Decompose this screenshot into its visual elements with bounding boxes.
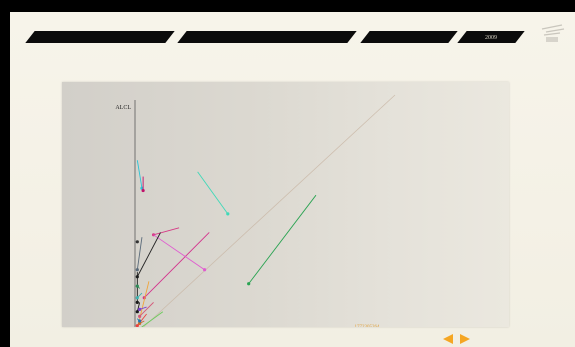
series-9-trail — [136, 237, 143, 270]
series-0-point — [247, 282, 251, 286]
series-13-trail — [141, 311, 164, 327]
chart-annotation: 1772305264 — [355, 325, 381, 327]
series-11-point — [138, 314, 142, 318]
series-19-point — [138, 307, 142, 311]
series-8-point — [135, 240, 139, 244]
tab-bar: 2009 — [10, 31, 575, 45]
series-17-point — [135, 300, 139, 304]
triangle-right-icon — [460, 334, 470, 344]
series-1-trail — [197, 171, 229, 215]
series-6-point — [203, 268, 207, 272]
series-3-point — [141, 188, 145, 193]
series-2-trail — [136, 160, 143, 189]
series-6-trail — [153, 234, 205, 271]
series-12-point — [135, 324, 139, 327]
series-11-trail — [139, 302, 154, 317]
triangle-left-icon — [443, 334, 453, 344]
logo-icon — [541, 24, 565, 42]
year-label: 2009 — [485, 35, 497, 41]
tab-1[interactable] — [25, 31, 175, 43]
chart-panel: ALCLPC1772305264 — [62, 82, 509, 327]
tab-2[interactable] — [177, 31, 357, 43]
app-frame: 2009 ALCLPC1772305264 — [10, 12, 575, 347]
series-16-trail — [136, 302, 141, 312]
series-20-point — [135, 284, 139, 288]
series-21-point — [138, 321, 142, 325]
tab-3[interactable] — [360, 31, 458, 43]
series-4-trail — [153, 227, 180, 236]
y-axis-label: ALCL — [115, 105, 131, 111]
scatter-chart: ALCLPC1772305264 — [115, 94, 396, 327]
series-9-point — [135, 268, 139, 272]
series-16-point — [135, 310, 139, 314]
series-18-point — [135, 296, 139, 300]
next-button[interactable] — [459, 334, 471, 344]
series-0-trail — [248, 194, 317, 285]
series-7-trail — [136, 232, 161, 277]
series-5-trail — [143, 232, 210, 299]
diagonal-guide — [143, 94, 396, 327]
series-1-point — [226, 212, 230, 216]
series-23-point — [138, 319, 142, 323]
prev-button[interactable] — [442, 334, 454, 344]
